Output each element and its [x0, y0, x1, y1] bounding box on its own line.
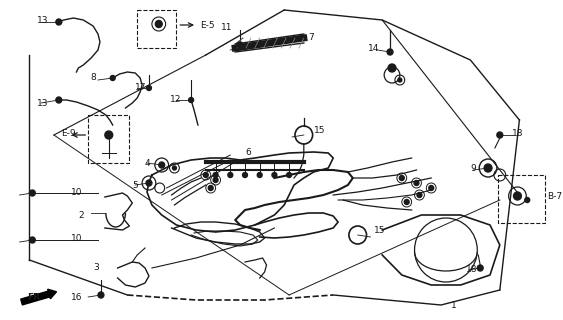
Circle shape	[29, 237, 35, 243]
Circle shape	[146, 180, 152, 186]
Text: 7: 7	[309, 33, 315, 42]
Text: 18: 18	[466, 266, 477, 275]
Circle shape	[388, 64, 396, 72]
Circle shape	[159, 162, 164, 168]
Circle shape	[203, 172, 208, 178]
Circle shape	[213, 178, 218, 182]
Circle shape	[228, 172, 233, 178]
Bar	[137, 10, 176, 48]
Text: 3: 3	[93, 263, 99, 273]
Circle shape	[146, 85, 151, 91]
Circle shape	[29, 190, 35, 196]
Text: 2: 2	[78, 211, 84, 220]
Text: 18: 18	[512, 129, 523, 138]
Circle shape	[497, 132, 503, 138]
Circle shape	[105, 131, 113, 139]
Circle shape	[213, 172, 218, 178]
Circle shape	[237, 42, 243, 48]
Circle shape	[98, 292, 104, 298]
Text: 9: 9	[471, 164, 476, 172]
Bar	[498, 175, 545, 223]
Text: 10: 10	[70, 234, 82, 243]
Text: 1: 1	[451, 300, 457, 309]
Text: 13: 13	[37, 15, 49, 25]
Text: 17: 17	[135, 83, 147, 92]
Circle shape	[414, 180, 419, 186]
Circle shape	[525, 197, 530, 203]
Circle shape	[208, 186, 213, 190]
FancyArrow shape	[21, 289, 56, 305]
Circle shape	[172, 166, 176, 170]
Text: 15: 15	[374, 226, 386, 235]
Text: 13: 13	[37, 99, 49, 108]
Text: 10: 10	[70, 188, 82, 196]
Circle shape	[484, 164, 492, 172]
Bar	[88, 115, 129, 163]
Circle shape	[387, 49, 393, 55]
Text: 14: 14	[368, 44, 379, 52]
Text: 16: 16	[70, 292, 82, 301]
Text: 15: 15	[314, 125, 325, 134]
Circle shape	[272, 172, 277, 178]
Text: 6: 6	[245, 148, 251, 156]
Circle shape	[56, 97, 62, 103]
Circle shape	[417, 193, 422, 197]
Circle shape	[429, 186, 434, 190]
Circle shape	[477, 265, 483, 271]
Text: 5: 5	[132, 180, 138, 189]
Circle shape	[110, 76, 115, 81]
Circle shape	[189, 98, 194, 102]
Text: 8: 8	[90, 73, 96, 82]
Circle shape	[287, 172, 292, 178]
Text: FR.: FR.	[28, 293, 44, 302]
Circle shape	[155, 20, 162, 28]
Text: B-7: B-7	[547, 191, 562, 201]
Circle shape	[513, 192, 521, 200]
Circle shape	[257, 172, 262, 178]
Circle shape	[243, 172, 248, 178]
Text: 12: 12	[169, 94, 181, 103]
Text: E-5: E-5	[200, 20, 215, 29]
Circle shape	[56, 19, 62, 25]
Text: E-9: E-9	[61, 129, 75, 138]
Circle shape	[398, 78, 402, 82]
Circle shape	[399, 175, 404, 180]
Text: 4: 4	[145, 158, 151, 167]
Text: 11: 11	[221, 22, 232, 31]
Circle shape	[404, 199, 409, 204]
